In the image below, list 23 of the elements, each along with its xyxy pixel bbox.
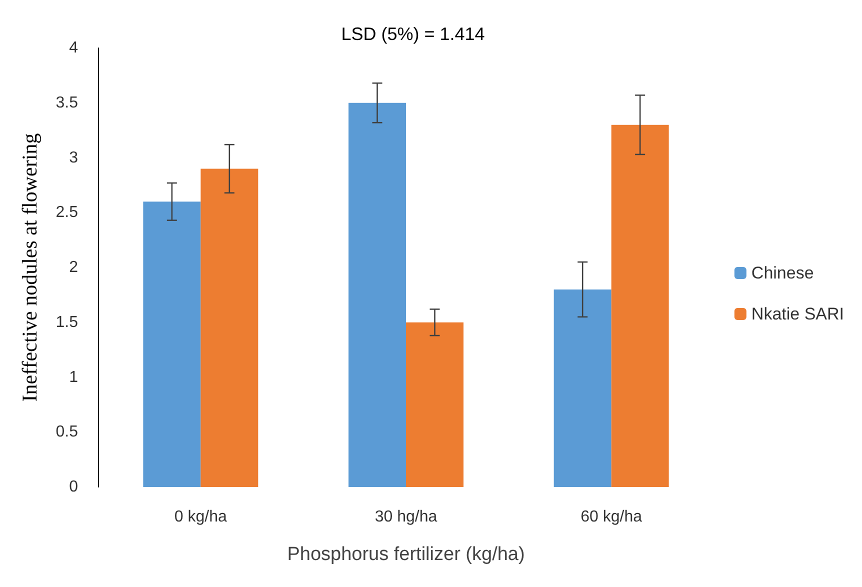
y-tick-label: 0.5 [56,424,78,441]
y-tick-label: 2 [69,259,78,276]
bar [406,322,464,487]
chart-title: LSD (5%) = 1.414 [341,24,485,44]
bar [611,124,669,487]
bar [200,168,258,487]
x-tick-label: 0 kg/ha [174,508,228,526]
bar [348,102,406,487]
legend-label: Nkatie SARI [751,304,844,324]
y-tick-label: 3.5 [56,94,78,112]
bar [143,202,201,487]
x-axis-title: Phosphorus fertilizer (kg/ha) [287,544,525,565]
x-tick-label: 30 hg/ha [374,508,438,526]
bar [554,289,612,487]
legend-label: Chinese [751,264,814,282]
y-tick-label: 1 [69,368,78,386]
y-tick-label: 4 [69,40,78,56]
x-tick-label: 60 kg/ha [580,508,642,526]
y-tick-label: 2.5 [56,204,78,222]
y-tick-label: 0 [69,478,78,496]
y-axis-title: Ineffective nodules at flowering [18,132,42,402]
y-tick-label: 3 [69,149,78,166]
y-tick-label: 1.5 [56,314,78,331]
